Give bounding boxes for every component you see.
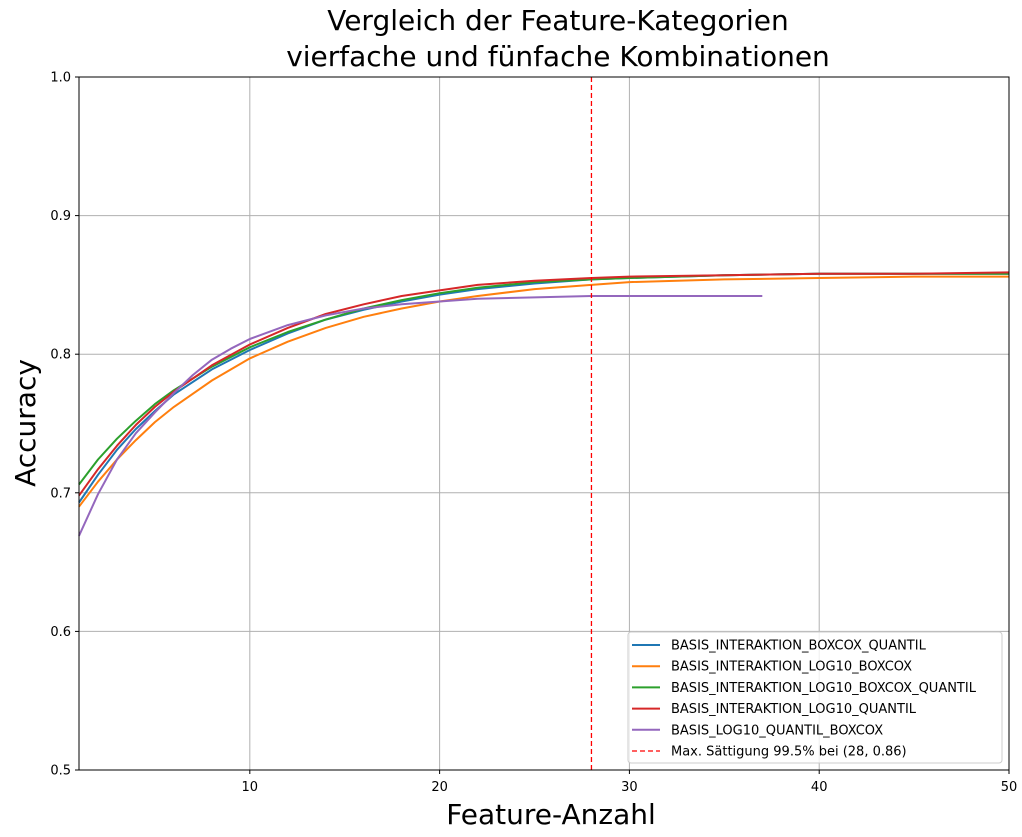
- y-tick-label: 1.0: [50, 71, 71, 86]
- legend-label: BASIS_INTERAKTION_LOG10_BOXCOX: [671, 660, 912, 675]
- x-axis-ticks: 10 20 30 40 50: [242, 770, 1018, 795]
- series-line-2: [78, 275, 1009, 508]
- y-tick-label: 0.9: [50, 209, 71, 224]
- legend-label: BASIS_LOG10_QUANTIL_BOXCOX: [671, 723, 883, 738]
- series-lines: [78, 271, 1010, 537]
- chart-title-line-1: Vergleich der Feature-Kategorien: [327, 4, 789, 37]
- series-line-5: [78, 295, 763, 537]
- chart-title-line-2: vierfache und fünfache Kombinationen: [286, 40, 830, 73]
- x-axis-label: Feature-Anzahl: [446, 798, 656, 831]
- y-tick-label: 0.8: [50, 348, 71, 363]
- x-tick-label: 30: [621, 780, 638, 795]
- x-tick-label: 10: [242, 780, 259, 795]
- legend-label: Max. Sättigung 99.5% bei (28, 0.86): [671, 745, 907, 760]
- y-tick-label: 0.6: [50, 625, 71, 640]
- plot-frame: [78, 76, 1010, 771]
- y-tick-label: 0.7: [50, 486, 71, 501]
- y-tick-label: 0.5: [50, 764, 71, 779]
- x-tick-label: 50: [1001, 780, 1018, 795]
- legend: BASIS_INTERAKTION_BOXCOX_QUANTIL BASIS_IN…: [627, 631, 1003, 764]
- x-tick-label: 40: [811, 780, 828, 795]
- series-line-3: [78, 272, 1009, 486]
- legend-label: BASIS_INTERAKTION_BOXCOX_QUANTIL: [671, 639, 927, 654]
- y-axis-label: Accuracy: [9, 359, 42, 487]
- legend-label: BASIS_INTERAKTION_LOG10_QUANTIL: [671, 702, 917, 717]
- series-line-4: [78, 271, 1010, 497]
- legend-box: [627, 631, 1003, 764]
- x-tick-label: 20: [431, 780, 448, 795]
- legend-label: BASIS_INTERAKTION_LOG10_BOXCOX_QUANTIL: [671, 681, 977, 696]
- y-axis-ticks: 0.5 0.6 0.7 0.8 0.9 1.0: [50, 71, 79, 779]
- chart-title: Vergleich der Feature-Kategorien vierfac…: [286, 4, 830, 73]
- series-line-1: [78, 272, 1009, 504]
